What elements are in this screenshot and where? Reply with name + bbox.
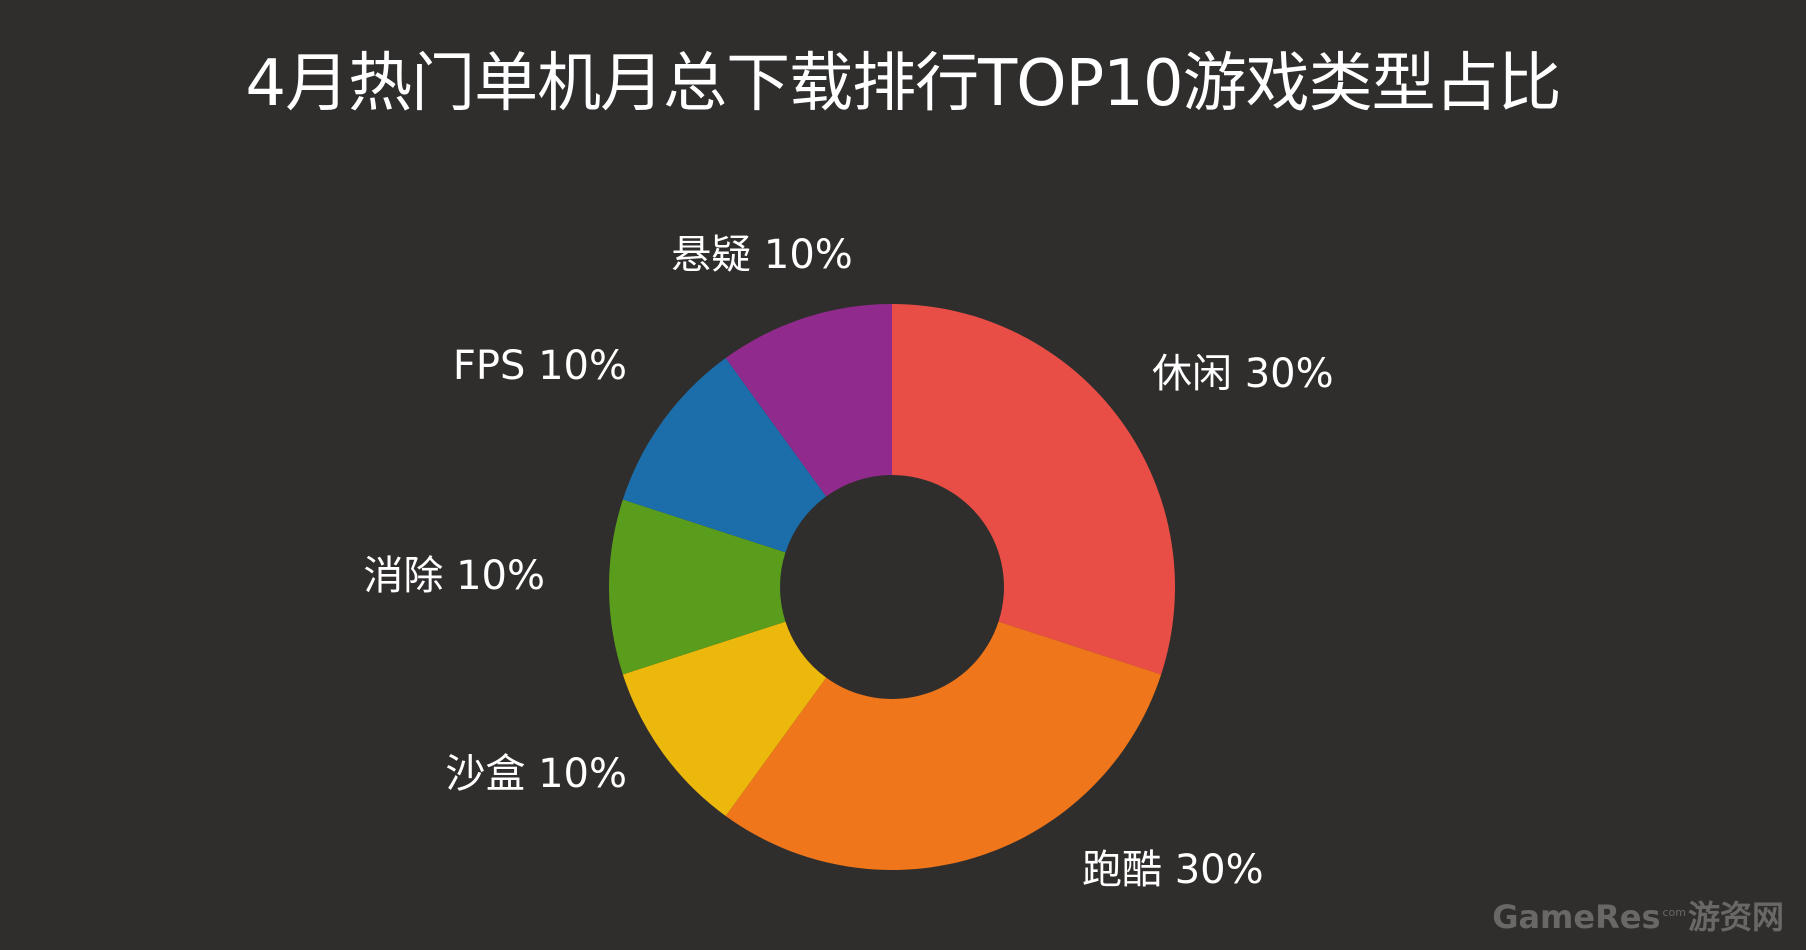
slice-跑酷 bbox=[725, 621, 1162, 870]
slice-label-悬疑: 悬疑 10% bbox=[671, 232, 853, 278]
slice-label-FPS: FPS 10% bbox=[453, 343, 627, 389]
slice-label-休闲: 休闲 30% bbox=[1152, 351, 1334, 397]
slice-label-沙盒: 沙盒 10% bbox=[445, 751, 627, 797]
slice-沙盒 bbox=[622, 621, 827, 816]
slice-悬疑 bbox=[725, 304, 892, 497]
slice-消除 bbox=[609, 499, 786, 675]
slice-label-跑酷: 跑酷 30% bbox=[1082, 847, 1264, 893]
watermark-chinese: 游资网 bbox=[1687, 898, 1784, 936]
slice-休闲 bbox=[892, 304, 1176, 675]
watermark-brand: GameRes bbox=[1492, 898, 1661, 936]
watermark-suffix: com bbox=[1662, 906, 1686, 920]
slice-label-消除: 消除 10% bbox=[363, 553, 545, 599]
slice-FPS bbox=[622, 358, 827, 553]
chart-title: 4月热门单机月总下载排行TOP10游戏类型占比 bbox=[245, 47, 1561, 121]
watermark: GameRes com游资网 bbox=[1492, 892, 1784, 938]
donut-slices bbox=[609, 304, 1176, 870]
slice-labels: 休闲 30% 跑酷 30% 沙盒 10% 消除 10% FPS 10% 悬疑 10% bbox=[363, 232, 1333, 893]
